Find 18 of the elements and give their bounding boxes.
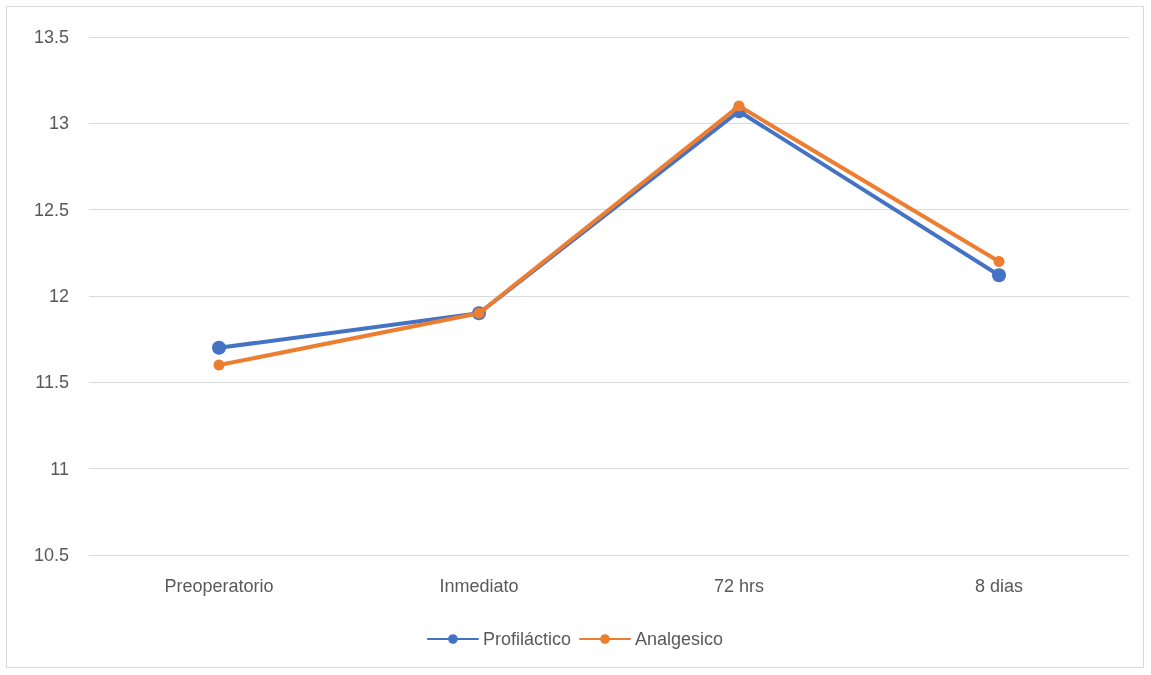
point (733, 100, 745, 112)
y-tick-label: 11 (50, 458, 69, 479)
y-tick-label: 12.5 (33, 199, 69, 220)
legend-label: Analgesico (634, 629, 724, 649)
point (992, 268, 1006, 283)
x-tick-label: 8 dias (974, 576, 1024, 596)
x-tick-label: Inmediato (439, 576, 519, 596)
y-tick-label: 10.5 (33, 545, 69, 565)
y-tick-label: 11.5 (35, 372, 69, 393)
point (212, 340, 226, 355)
y-tick-label: 12 (48, 286, 69, 306)
x-tick-label: Preoperatorio (164, 576, 274, 596)
legend-label: Profiláctico (482, 629, 571, 649)
x-tick-label: 72 hrs (713, 576, 765, 596)
y-tick-label: 13 (48, 113, 69, 134)
point (993, 255, 1005, 267)
y-tick-label: 13.5 (33, 27, 69, 47)
point (213, 359, 225, 371)
